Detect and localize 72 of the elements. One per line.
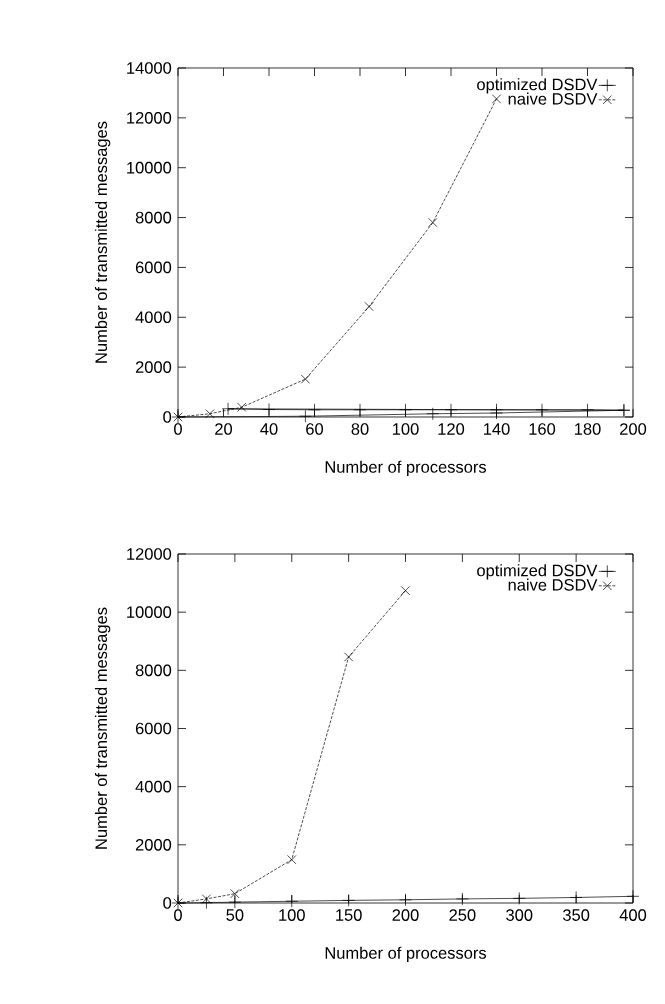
x-tick-label: 400 [619,909,647,921]
point [426,407,440,421]
y-tick-label: 2000 [135,839,172,851]
y-tick-label: 6000 [135,722,172,735]
point [205,409,215,419]
y-tick-label: 14000 [127,62,172,74]
point [399,403,412,417]
point [287,855,297,865]
point [364,301,374,312]
x-tick-label: 160 [529,423,556,435]
x-tick-label: 200 [620,423,647,435]
y-tick-label: 12000 [127,548,172,560]
point [228,895,242,909]
x-tick-label: 100 [279,909,305,921]
y-tick-label: 0 [163,411,172,423]
x-tick-label: 350 [562,909,590,921]
y-tick-label: 10000 [127,606,172,618]
point [200,896,213,910]
x-tick-label: 140 [483,423,510,435]
point [400,586,411,596]
y-tick-label: 0 [163,897,172,909]
x-tick-label: 80 [351,423,369,435]
x-tick-label: 200 [392,909,419,921]
x-tick-label: 50 [226,909,244,921]
y-tick-label: 8000 [135,211,172,224]
point [569,891,583,904]
y-tick-label: 4000 [135,780,172,793]
x-tick-label: 20 [215,423,233,435]
x-tick-label: 40 [260,423,278,435]
point [491,94,502,104]
point [344,652,354,662]
x-tick-label: 100 [392,423,419,435]
x-tick-label: 250 [449,909,476,921]
point [456,892,469,906]
y-tick-label: 12000 [127,112,172,124]
x-tick-label: 0 [174,909,182,921]
x-axis-title: Number of processors [325,946,487,963]
x-tick-label: 120 [438,423,465,435]
x-tick-label: 300 [506,909,533,921]
point [581,403,594,417]
y-axis-title: Number of transmitted messages [94,121,111,363]
point [285,894,299,908]
point [308,403,321,417]
point [262,403,276,416]
point [444,403,458,417]
point [353,403,367,417]
point [300,374,310,384]
x-tick-label: 180 [574,423,601,435]
point [626,889,640,903]
point [230,889,240,899]
point [342,894,355,907]
x-tick-label: 60 [306,423,324,435]
y-axis-title: Number of transmitted messages [94,607,111,849]
legend-label: optimized DSDV [477,564,598,580]
x-axis-title: Number of processors [325,460,487,477]
point [399,893,412,907]
legend-label: naive DSDV [508,92,598,105]
legend-label: naive DSDV [508,578,598,591]
point [512,892,526,905]
point [428,217,438,228]
x-tick-label: 150 [336,909,362,921]
point [535,403,549,417]
y-tick-label: 8000 [135,664,172,677]
point [237,402,247,412]
legend-label: optimized DSDV [477,78,598,94]
point [221,402,235,416]
point [299,409,312,423]
x-tick-label: 0 [174,423,182,435]
y-tick-label: 2000 [135,361,172,373]
y-tick-label: 6000 [135,261,172,274]
y-tick-label: 4000 [135,311,172,324]
y-tick-label: 10000 [127,161,172,174]
